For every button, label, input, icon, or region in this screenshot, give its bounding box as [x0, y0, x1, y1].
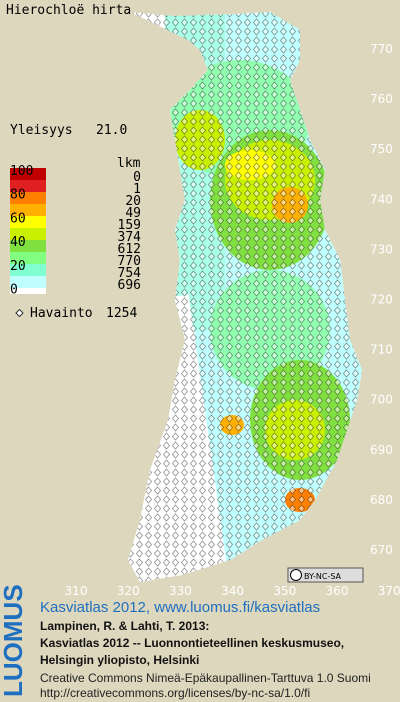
citation-line: Lampinen, R. & Lahti, T. 2013:: [40, 619, 209, 633]
observation-count: 1254: [106, 306, 137, 321]
count-label: 159: [118, 218, 141, 233]
cc-icon: [290, 569, 302, 581]
frequency-label: Yleisyys: [10, 123, 73, 138]
axis-label-right: 740: [370, 192, 393, 206]
legend-swatch: [10, 252, 46, 264]
observation-symbol: [15, 308, 24, 318]
count-label: 20: [125, 194, 141, 209]
count-label: 1: [133, 182, 141, 197]
scale-label: 40: [10, 235, 26, 250]
legend-swatch: [10, 204, 46, 216]
legend-swatch: [10, 180, 46, 192]
citation-line: Kasviatlas 2012 -- Luonnontieteellinen k…: [40, 636, 344, 650]
scale-label: 60: [10, 211, 26, 226]
count-label: 612: [118, 242, 141, 257]
axis-label-right: 760: [370, 92, 393, 106]
count-label: 696: [118, 278, 141, 293]
legend: lkm Havainto 1254: [10, 156, 141, 321]
axis-label-right: 690: [370, 443, 393, 457]
legend-swatch: [10, 276, 46, 288]
count-label: 0: [133, 170, 141, 185]
count-title: lkm: [117, 156, 141, 171]
legend-swatch: [10, 228, 46, 240]
license-line: http://creativecommons.org/licenses/by-n…: [40, 686, 310, 700]
axis-label-bottom: 340: [221, 584, 244, 598]
license-badge: [287, 567, 364, 583]
axis-label-right: 700: [370, 393, 393, 407]
axis-label-bottom: 330: [169, 584, 192, 598]
scale-label: 100: [10, 164, 33, 179]
axis-label-right: 720: [370, 293, 393, 307]
citation-line: Helsingin yliopisto, Helsinki: [40, 653, 199, 667]
legend-swatch: [10, 264, 46, 276]
axis-label-right: 710: [370, 343, 393, 357]
axis-label-bottom: 350: [273, 584, 296, 598]
legend-swatch: [10, 192, 46, 204]
license-badge-text: BY-NC-SA: [304, 572, 342, 581]
count-label: 49: [125, 206, 141, 221]
scale-label: 80: [10, 188, 26, 203]
axis-label-right: 750: [370, 142, 393, 156]
count-label: 770: [118, 254, 141, 269]
axis-label-bottom: 310: [65, 584, 88, 598]
axis-label-bottom: 320: [117, 584, 140, 598]
scale-label: 0: [10, 283, 18, 298]
license-line: Creative Commons Nimeä-Epäkaupallinen-Ta…: [40, 671, 371, 685]
logo: LUOMUS: [0, 584, 28, 697]
count-label: 754: [118, 266, 142, 281]
axis-label-bottom: 370: [378, 584, 400, 598]
map: [128, 12, 362, 582]
axis-label-bottom: 360: [326, 584, 349, 598]
observation-symbols: [128, 12, 362, 582]
scale-label: 20: [10, 259, 26, 274]
count-label: 374: [118, 230, 142, 245]
footer-link[interactable]: Kasviatlas 2012, www.luomus.fi/kasviatla…: [40, 599, 320, 616]
axis-label-right: 670: [370, 543, 393, 557]
axis-label-right: 770: [370, 42, 393, 56]
legend-swatch: [10, 216, 46, 228]
legend-swatch: [10, 240, 46, 252]
title: Hierochloë hirta: [6, 3, 131, 18]
frequency-value: 21.0: [96, 123, 127, 138]
axis-label-right: 680: [370, 493, 393, 507]
axis-label-right: 730: [370, 242, 393, 256]
legend-swatch: [10, 168, 46, 180]
legend-swatch: [10, 288, 46, 294]
observation-label: Havainto: [30, 306, 93, 321]
